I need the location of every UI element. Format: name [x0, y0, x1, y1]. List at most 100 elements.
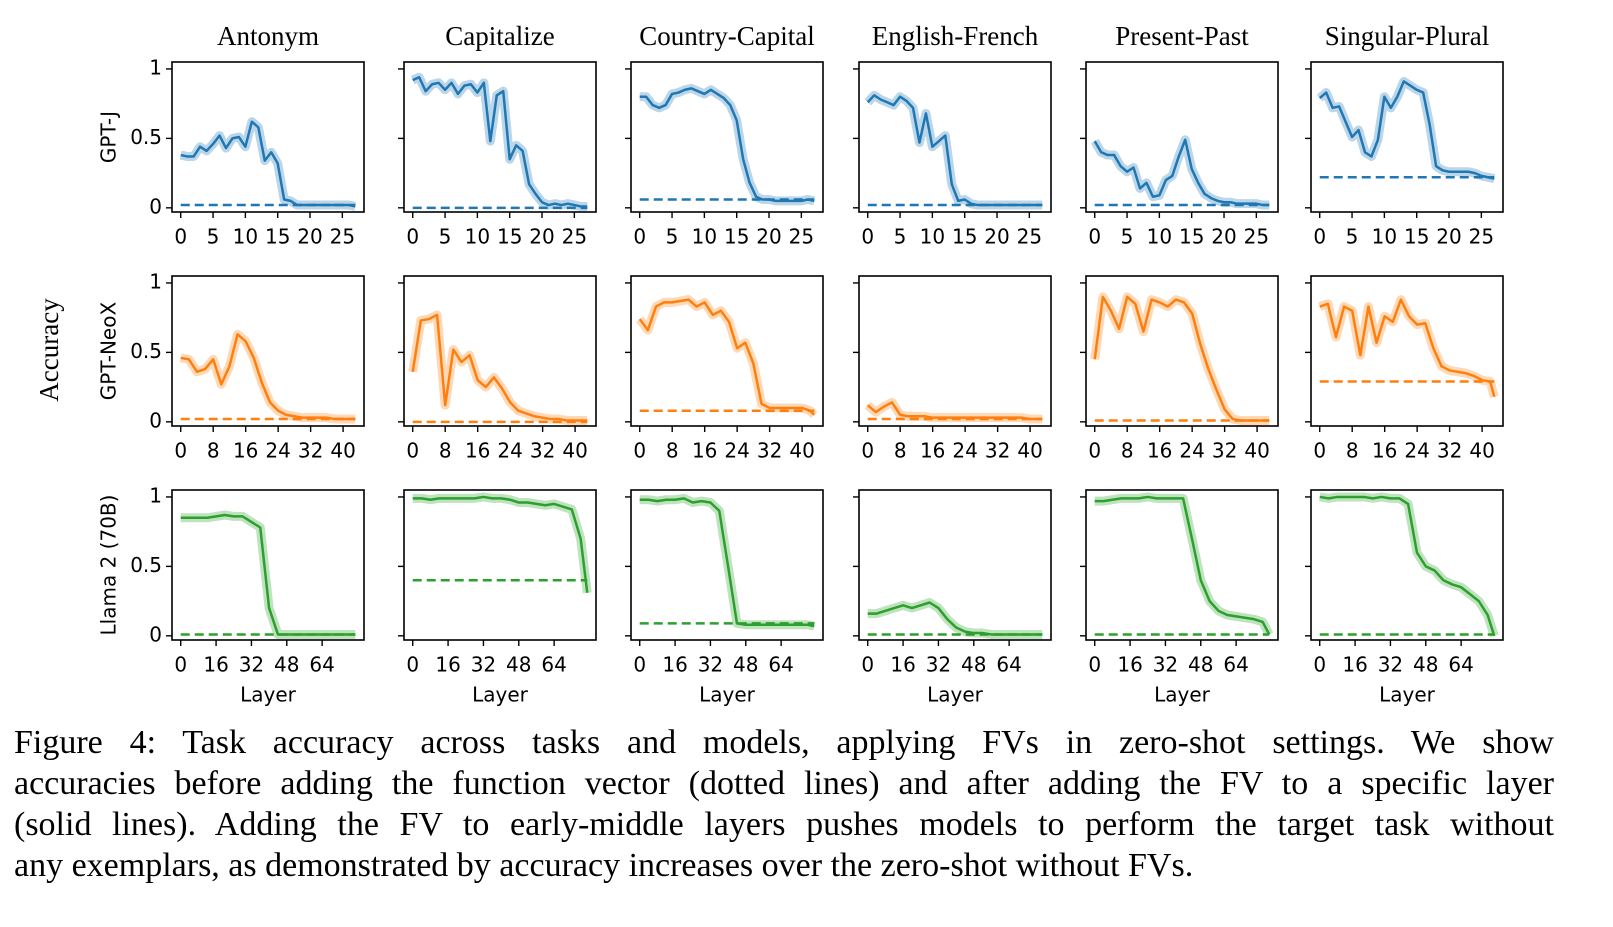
accuracy-line: [180, 513, 356, 636]
y-tick-label: 1: [149, 269, 162, 293]
x-tick-label: 64: [1448, 653, 1473, 677]
x-tick-label: 0: [861, 439, 874, 463]
x-tick-label: 5: [207, 225, 220, 249]
x-tick-label: 32: [985, 439, 1010, 463]
x-tick-label: 48: [1413, 653, 1438, 677]
plot-frame: [1085, 61, 1279, 213]
accuracy-line: [866, 94, 1043, 207]
x-tick-label: 40: [330, 439, 355, 463]
plot-frame: [858, 61, 1052, 213]
x-tick-label: 24: [265, 439, 290, 463]
accuracy-band: [1090, 292, 1270, 425]
accuracy-band: [179, 329, 356, 424]
caption-line: any exemplars, as demonstrated by accura…: [14, 847, 1194, 884]
x-tick-label: 40: [1244, 439, 1269, 463]
x-tick-label: 8: [207, 439, 220, 463]
x-tick-label: 32: [239, 653, 264, 677]
x-tick-label: 16: [465, 439, 490, 463]
x-axis-label: Layer: [699, 683, 756, 707]
x-tick-label: 24: [1404, 439, 1429, 463]
x-tick-label: 25: [1469, 225, 1494, 249]
accuracy-band: [412, 492, 592, 594]
plot-frame: [630, 275, 824, 427]
x-tick-label: 15: [497, 225, 522, 249]
x-tick-label: 64: [996, 653, 1021, 677]
x-tick-label: 0: [406, 439, 419, 463]
x-tick-label: 16: [692, 439, 717, 463]
chart-title: Antonym: [217, 21, 319, 51]
accuracy-line: [180, 333, 356, 421]
y-tick-label: 0.5: [130, 339, 162, 363]
y-axis-label: GPT-NeoX: [97, 302, 121, 401]
x-tick-label: 0: [1313, 653, 1326, 677]
plot-frame: [1310, 275, 1504, 427]
accuracy-line: [639, 497, 815, 628]
plot-frame: [630, 489, 824, 641]
x-tick-label: 48: [961, 653, 986, 677]
x-tick-label: 8: [894, 439, 907, 463]
accuracy-line: [866, 401, 1043, 421]
x-tick-label: 0: [1313, 225, 1326, 249]
x-tick-label: 16: [1117, 653, 1142, 677]
x-tick-label: 16: [1372, 439, 1397, 463]
x-tick-label: 48: [1188, 653, 1213, 677]
x-tick-label: 20: [529, 225, 554, 249]
plot-frame: [171, 61, 365, 213]
x-tick-label: 48: [506, 653, 531, 677]
x-tick-label: 15: [724, 225, 749, 249]
x-tick-label: 8: [439, 439, 452, 463]
x-tick-label: 10: [1147, 225, 1172, 249]
plot-frame: [403, 275, 597, 427]
y-tick-label: 1: [149, 55, 162, 79]
x-tick-label: 64: [309, 653, 334, 677]
x-tick-label: 8: [1346, 439, 1359, 463]
x-tick-label: 40: [1017, 439, 1042, 463]
y-tick-label: 0.5: [130, 553, 162, 577]
x-tick-label: 10: [692, 225, 717, 249]
x-tick-label: 16: [233, 439, 258, 463]
x-tick-label: 32: [471, 653, 496, 677]
x-tick-label: 16: [435, 653, 460, 677]
x-tick-label: 20: [1436, 225, 1461, 249]
x-tick-label: 5: [666, 225, 679, 249]
x-tick-label: 64: [768, 653, 793, 677]
y-axis-label: Llama 2 (70B): [97, 495, 121, 636]
accuracy-line: [1093, 295, 1270, 422]
shared-y-label: Accuracy: [34, 298, 64, 402]
x-tick-label: 25: [789, 225, 814, 249]
accuracy-band: [1319, 492, 1499, 638]
x-tick-label: 16: [1147, 439, 1172, 463]
x-tick-label: 16: [890, 653, 915, 677]
x-tick-label: 8: [1121, 439, 1134, 463]
x-tick-label: 5: [1121, 225, 1134, 249]
x-tick-label: 0: [861, 225, 874, 249]
x-tick-label: 25: [562, 225, 587, 249]
accuracy-line: [1094, 495, 1271, 636]
x-axis-label: Layer: [472, 683, 529, 707]
x-tick-label: 10: [920, 225, 945, 249]
plot-frame: [858, 489, 1052, 641]
accuracy-line: [180, 120, 356, 208]
y-tick-label: 0.5: [130, 125, 162, 149]
plot-frame: [858, 275, 1052, 427]
plot-frame: [171, 275, 365, 427]
x-tick-label: 24: [1179, 439, 1204, 463]
y-tick-label: 0: [149, 408, 162, 432]
caption-line: Figure 4: Task accuracy across tasks and…: [14, 724, 1554, 761]
x-tick-label: 25: [1017, 225, 1042, 249]
x-tick-label: 10: [465, 225, 490, 249]
chart-title: Country-Capital: [639, 21, 814, 51]
x-tick-label: 0: [174, 439, 187, 463]
x-tick-label: 32: [757, 439, 782, 463]
chart-title: Present-Past: [1115, 21, 1249, 51]
x-axis-label: Layer: [1154, 683, 1211, 707]
accuracy-band: [180, 510, 356, 639]
x-tick-label: 24: [724, 439, 749, 463]
accuracy-band: [864, 90, 1043, 210]
x-tick-label: 0: [861, 653, 874, 677]
x-tick-label: 16: [920, 439, 945, 463]
x-tick-label: 24: [952, 439, 977, 463]
x-tick-label: 10: [233, 225, 258, 249]
accuracy-line: [412, 495, 589, 593]
